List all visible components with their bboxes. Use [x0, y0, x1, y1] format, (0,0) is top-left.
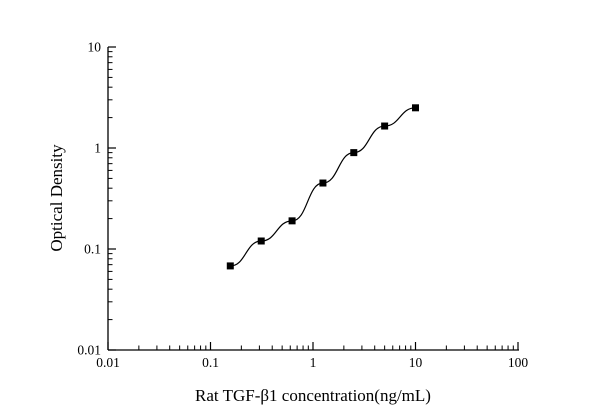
y-tick-label: 0.01 — [77, 343, 101, 358]
y-axis-title: Optical Density — [47, 144, 66, 252]
data-point-marker — [319, 179, 327, 187]
data-point-marker — [381, 122, 389, 130]
x-tick-label: 1 — [310, 355, 317, 370]
x-tick-label: 0.01 — [96, 355, 120, 370]
x-axis-title: Rat TGF-β1 concentration(ng/mL) — [195, 386, 431, 405]
data-point-marker — [412, 104, 419, 112]
x-tick-label: 100 — [508, 355, 529, 370]
y-tick-label: 0.1 — [84, 242, 101, 257]
plot-area: 0.01 0.1 1 10 100 0.01 0.1 1 10 — [77, 40, 528, 371]
y-tick-label: 10 — [88, 40, 102, 55]
data-point-marker — [226, 262, 234, 270]
y-tick-label: 1 — [94, 141, 101, 156]
data-point-marker — [257, 237, 265, 245]
data-point-marker — [288, 217, 296, 225]
x-tick-label: 10 — [409, 355, 423, 370]
x-tick-label: 0.1 — [202, 355, 219, 370]
data-point-marker — [350, 149, 358, 157]
